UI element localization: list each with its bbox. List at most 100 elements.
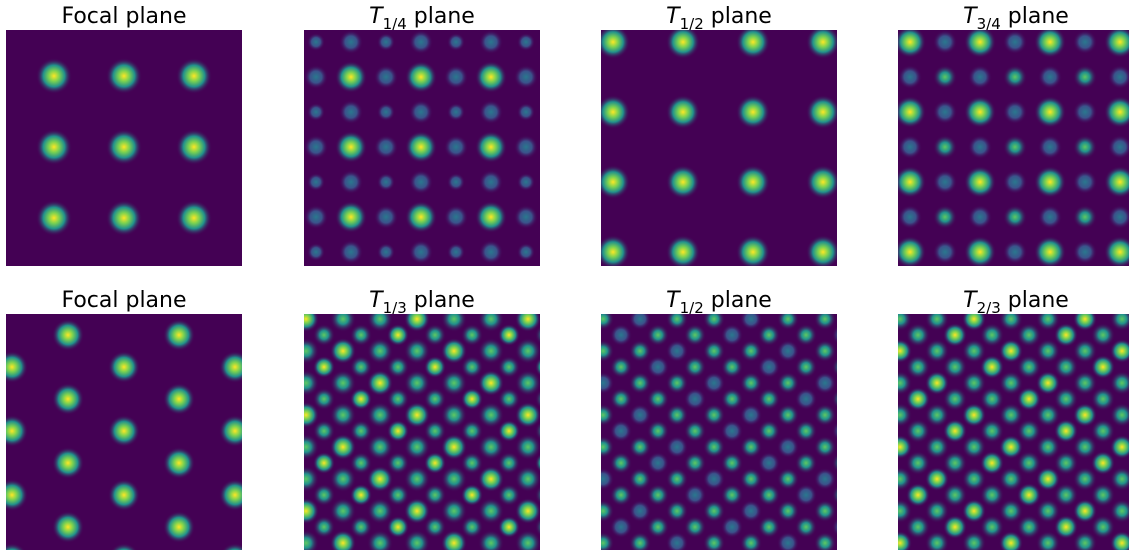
spot (1091, 419, 1115, 443)
spot (330, 338, 356, 364)
spot (1091, 451, 1115, 475)
spot (498, 420, 520, 442)
spot (36, 58, 72, 94)
spot (703, 372, 725, 394)
spot (964, 236, 996, 268)
spot (888, 499, 912, 523)
spot (515, 498, 541, 524)
spot (647, 356, 669, 378)
title-text: plane (1008, 4, 1069, 29)
spot (498, 356, 520, 378)
spot (933, 100, 957, 124)
spot (339, 170, 363, 194)
spot (1038, 135, 1062, 159)
spot (943, 419, 967, 443)
spot (925, 467, 949, 491)
spot (596, 165, 630, 199)
title-text: plane (1008, 288, 1069, 313)
spot (293, 306, 319, 332)
spot (163, 319, 195, 351)
spot (777, 468, 799, 490)
spot (515, 434, 541, 460)
spot (313, 356, 335, 378)
spot (647, 388, 669, 410)
spot (806, 165, 840, 199)
spot (515, 306, 541, 332)
spot (350, 452, 372, 474)
spot (367, 338, 393, 364)
spot (387, 452, 409, 474)
title-text: plane (711, 288, 772, 313)
spot (666, 25, 700, 59)
spot (256, 466, 282, 492)
spot (736, 95, 770, 129)
spot (869, 355, 893, 379)
spot (1017, 451, 1041, 475)
spot (404, 402, 430, 428)
spot (629, 308, 651, 330)
spot (814, 468, 836, 490)
spot (721, 516, 743, 538)
spot (758, 356, 780, 378)
spot (721, 452, 743, 474)
spot (256, 306, 282, 332)
spot (684, 356, 706, 378)
spot (572, 516, 594, 538)
spot (424, 324, 446, 346)
spot (980, 515, 1004, 539)
spot (740, 404, 762, 426)
spot (610, 356, 632, 378)
spot (943, 451, 967, 475)
spot (461, 420, 483, 442)
spot (404, 498, 430, 524)
spot (999, 403, 1023, 427)
spot (555, 308, 577, 330)
spot (736, 165, 770, 199)
spot (573, 452, 595, 474)
spot (108, 351, 140, 383)
spot (479, 100, 503, 124)
spot (404, 338, 430, 364)
spot (404, 434, 430, 460)
spot (256, 402, 282, 428)
spot (304, 65, 328, 89)
spot (980, 483, 1004, 507)
spot (377, 103, 395, 121)
spot (572, 484, 594, 506)
spot (572, 356, 594, 378)
spot (108, 415, 140, 447)
spot (52, 447, 84, 479)
spot (795, 324, 817, 346)
spot (304, 135, 328, 159)
spot (535, 484, 557, 506)
spot (851, 500, 873, 522)
title-text: plane (414, 288, 475, 313)
spot (36, 129, 72, 165)
spot (313, 420, 335, 442)
figure: Focal planeT1/4planeT1/2planeT3/4planeFo… (0, 0, 1129, 552)
spot (219, 351, 251, 383)
spot (552, 306, 578, 332)
spot (647, 516, 669, 538)
spot (555, 372, 577, 394)
spot (721, 420, 743, 442)
spot (814, 372, 836, 394)
spot (409, 100, 433, 124)
spot (906, 387, 930, 411)
intensity-image (894, 26, 1129, 268)
spot (851, 435, 875, 459)
panel-title: T1/3plane (369, 288, 475, 317)
spot (535, 452, 557, 474)
spot (1017, 387, 1041, 411)
spot (1073, 371, 1097, 395)
spot (377, 243, 395, 261)
spot (610, 452, 632, 474)
spot (666, 436, 688, 458)
spot (933, 240, 957, 264)
spot (684, 516, 706, 538)
spot (1073, 135, 1097, 159)
spot (552, 466, 578, 492)
spot (478, 434, 504, 460)
spot (666, 340, 688, 362)
spot (758, 484, 780, 506)
